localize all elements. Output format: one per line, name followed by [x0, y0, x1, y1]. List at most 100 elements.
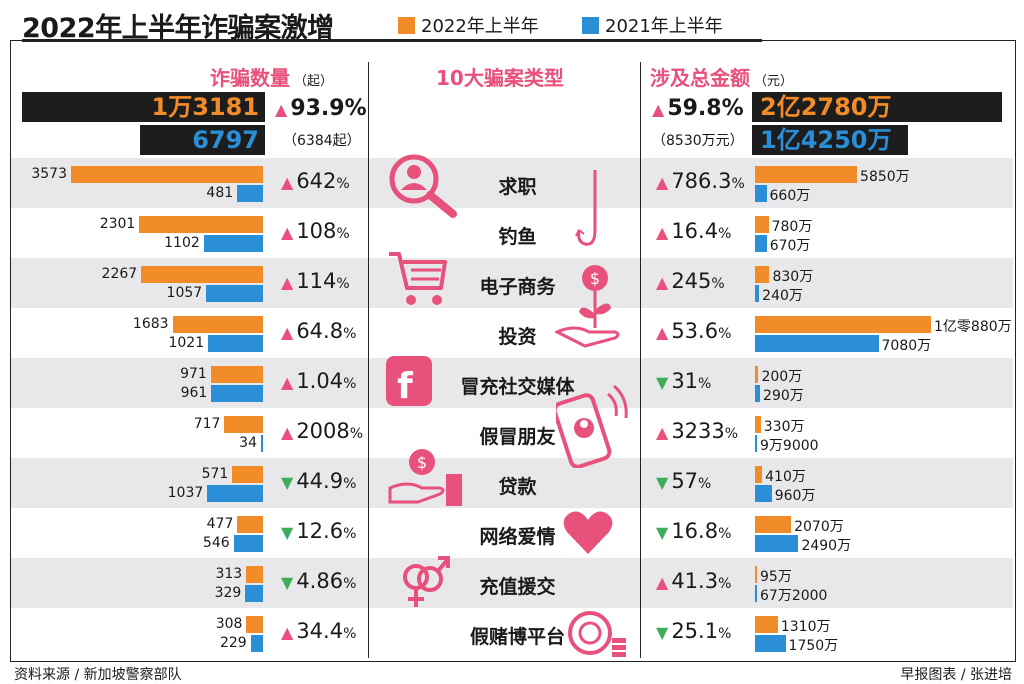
count-label-2022: 571 [201, 466, 229, 482]
count-change-value: 114 [296, 269, 337, 293]
amount-bar-2022 [755, 366, 759, 383]
percent-sign: % [718, 326, 732, 342]
count-label-2022: 2267 [101, 266, 138, 282]
count-column-title: 诈骗数量 （起） [210, 62, 333, 91]
total-count-2022: 1万3181 [22, 92, 265, 122]
amount-bar-2022 [755, 266, 770, 283]
up-triangle-icon: ▲ [652, 100, 665, 119]
count-bar-2021 [261, 435, 263, 452]
count-bar-2021 [245, 585, 263, 602]
category-label: 钓鱼 [498, 226, 537, 248]
money-plant-hand-icon: $ [555, 265, 620, 348]
count-label-2021: 229 [219, 635, 247, 651]
gender-symbol-icon [403, 556, 450, 607]
amount-change: ▲ 245% [656, 269, 725, 293]
amount-bar-2021 [755, 335, 879, 352]
percent-sign: % [349, 426, 364, 442]
legend-label-2021: 2021年上半年 [605, 16, 723, 37]
amount-bar-2022 [755, 616, 778, 633]
heart-icon [563, 511, 613, 554]
svg-text:f: f [397, 366, 413, 407]
total-count-change-abs: （6384起） [283, 133, 361, 149]
count-label-2022: 717 [193, 416, 221, 432]
count-label-2021: 1102 [164, 235, 200, 251]
count-label-2021: 1037 [167, 485, 204, 501]
percent-sign: % [343, 526, 357, 542]
divider-right [640, 62, 641, 658]
down-triangle-icon: ▼ [656, 473, 669, 492]
amount-bar-2021 [755, 535, 799, 552]
count-label-2022: 477 [206, 516, 234, 532]
count-label-2021: 481 [206, 185, 234, 201]
count-change-value: 108 [296, 219, 337, 243]
count-change-value: 64.8 [296, 319, 344, 343]
svg-text:$: $ [590, 269, 600, 288]
amount-change: ▼ 57% [656, 469, 711, 493]
count-label-2021: 1057 [166, 285, 203, 301]
count-bar-2022 [246, 616, 263, 633]
up-triangle-icon: ▲ [275, 100, 288, 119]
count-change: ▲ 114% [281, 269, 350, 293]
up-triangle-icon: ▲ [281, 423, 294, 442]
amount-label-2021: 290万 [763, 388, 804, 404]
amount-label-2021: 67万2000 [760, 588, 828, 604]
total-amount-change-abs: （8530万元） [652, 133, 744, 149]
count-label-2022: 971 [180, 366, 207, 382]
count-bar-2021 [203, 235, 263, 252]
amount-bar-2021 [755, 285, 760, 302]
amount-bar-2022 [755, 216, 769, 233]
amount-change: ▼ 25.1% [656, 619, 731, 643]
count-label-2022: 3573 [31, 166, 67, 182]
count-label-2021: 1021 [168, 335, 205, 351]
down-triangle-icon: ▼ [281, 523, 294, 542]
legend-2021: 2021年上半年 [582, 12, 723, 38]
amount-label-2021: 1750万 [788, 638, 839, 654]
magnifier-person-icon [389, 154, 457, 218]
category-label: 贷款 [498, 476, 537, 498]
up-triangle-icon: ▲ [281, 273, 294, 292]
count-label-2022: 308 [215, 616, 243, 632]
count-unit: （起） [294, 74, 334, 89]
amount-bar-2022 [755, 416, 761, 433]
percent-sign: % [343, 376, 357, 392]
category-label: 充值援交 [479, 576, 556, 598]
amount-label-2022: 410万 [765, 469, 806, 485]
page-title: 2022年上半年诈骗案激增 [22, 13, 334, 44]
amount-change-value: 57 [671, 469, 699, 493]
amount-unit: （元） [754, 74, 794, 89]
count-bar-2022 [71, 166, 263, 183]
up-triangle-icon: ▲ [656, 573, 669, 592]
count-bar-2021 [207, 485, 263, 502]
percent-sign: % [718, 576, 732, 592]
percent-sign: % [698, 376, 712, 392]
percent-sign: % [343, 476, 357, 492]
amount-label-2022: 1310万 [780, 619, 831, 635]
down-triangle-icon: ▼ [656, 623, 669, 642]
amount-change-value: 31 [671, 369, 699, 393]
count-bar-2021 [250, 635, 263, 652]
amount-bar-2021 [755, 635, 786, 652]
count-change: ▼ 12.6% [281, 519, 356, 543]
amount-bar-2022 [755, 166, 858, 183]
down-triangle-icon: ▼ [281, 573, 294, 592]
amount-label-2021: 240万 [762, 288, 803, 304]
total-count-change: ▲ 93.9% [275, 96, 367, 121]
count-change-value: 642 [296, 169, 337, 193]
count-label-2021: 546 [202, 535, 230, 551]
amount-label-2021: 660万 [769, 188, 811, 204]
amount-label-2022: 200万 [761, 369, 803, 385]
amount-change-value: 3233 [671, 419, 725, 443]
amount-label-2021: 670万 [769, 238, 811, 254]
types-column-title: 10大骗案类型 [436, 66, 564, 90]
count-change-value: 4.86 [296, 569, 344, 593]
count-change-value: 2008 [296, 419, 350, 443]
amount-change: ▲ 41.3% [656, 569, 731, 593]
amount-bar-2021 [755, 485, 772, 502]
percent-sign: % [731, 176, 745, 192]
amount-label-2021: 960万 [774, 488, 816, 504]
shopping-cart-icon [389, 252, 447, 305]
count-bar-2022 [141, 266, 263, 283]
amount-change: ▲ 3233% [656, 419, 738, 443]
up-triangle-icon: ▲ [656, 223, 669, 242]
amount-label-2021: 7080万 [881, 338, 932, 354]
